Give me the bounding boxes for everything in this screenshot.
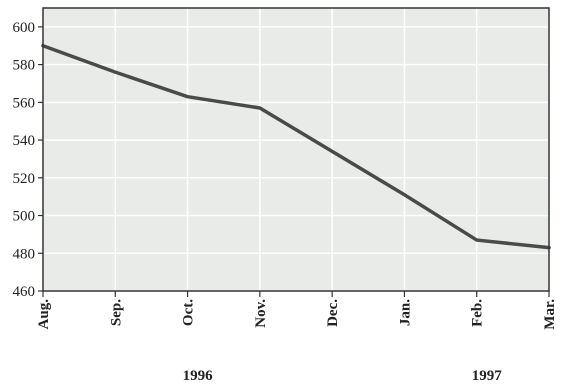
x-tick-label: Oct.	[181, 299, 197, 326]
x-tick-label: Mar.	[542, 299, 558, 330]
y-tick-label: 560	[13, 95, 36, 111]
y-tick-label: 460	[13, 284, 36, 300]
x-tick-label: Sep.	[108, 299, 124, 326]
plot-area	[43, 8, 549, 291]
x-tick-label: Dec.	[325, 299, 341, 327]
year-label: 1996	[183, 368, 214, 384]
y-tick-label: 520	[13, 171, 36, 187]
plot-frame	[42, 7, 550, 292]
year-label: 1997	[472, 368, 503, 384]
y-tick-label: 500	[13, 209, 36, 225]
x-tick-label: Jan.	[397, 299, 413, 326]
series-line	[41, 43, 551, 250]
y-axis: 460 480 500 520 540 560 580 600	[13, 20, 43, 300]
x-axis: Aug. Sep. Oct. Nov. Dec. Jan. Feb. Mar.	[36, 291, 558, 330]
y-tick-label: 480	[13, 246, 36, 262]
y-tick-label: 600	[13, 20, 36, 36]
y-tick-label: 580	[13, 58, 36, 74]
year-labels: 1996 1997	[183, 368, 503, 384]
y-tick-label: 540	[13, 133, 36, 149]
x-tick-label: Feb.	[470, 299, 486, 327]
x-tick-label: Aug.	[36, 299, 52, 330]
x-tick-label: Nov.	[253, 299, 269, 328]
